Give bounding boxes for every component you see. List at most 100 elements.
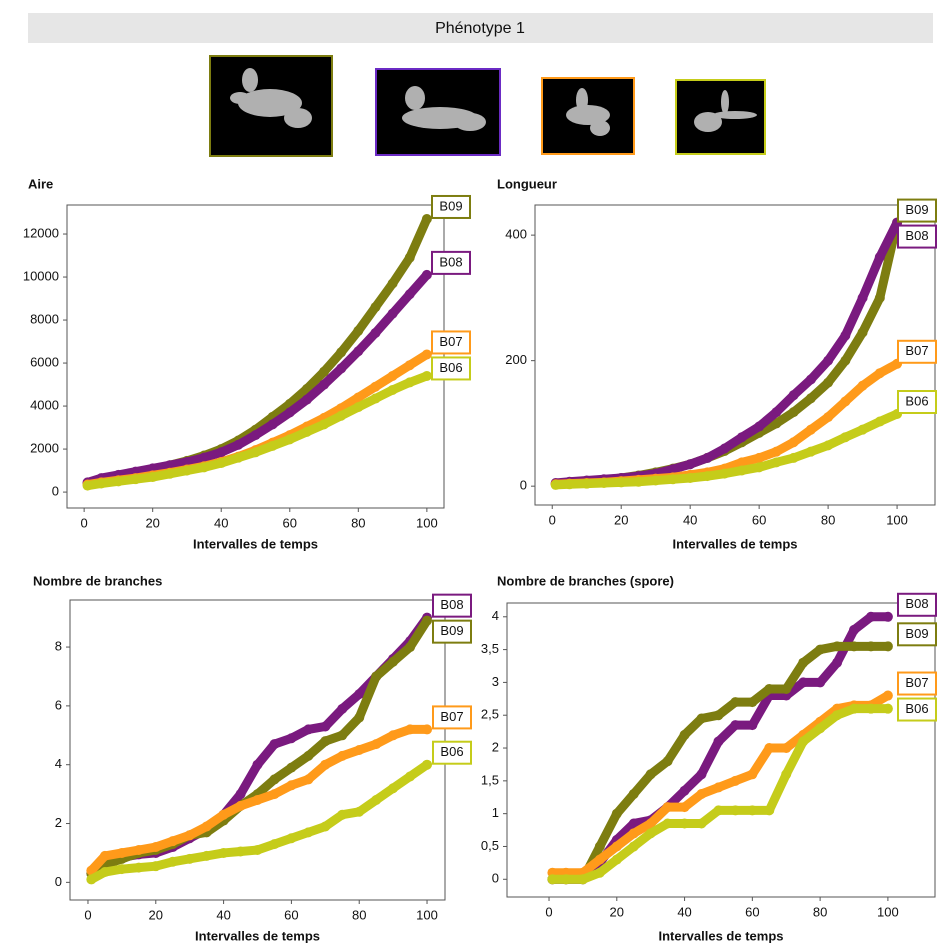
- data-point: [133, 845, 144, 855]
- data-point: [371, 795, 382, 805]
- data-point: [747, 720, 758, 731]
- data-point: [611, 808, 622, 819]
- data-point: [874, 368, 885, 379]
- x-tick-label: 100: [877, 904, 899, 919]
- y-tick-label: 0: [492, 871, 499, 886]
- series-label-box: [432, 740, 472, 765]
- data-point: [252, 795, 263, 805]
- series-label: B07: [440, 709, 463, 724]
- data-point: [336, 363, 347, 374]
- data-point: [832, 657, 843, 668]
- data-point: [150, 861, 161, 872]
- data-point: [421, 370, 432, 381]
- data-point: [320, 821, 331, 832]
- series-label-box: [431, 330, 471, 355]
- data-point: [422, 759, 433, 770]
- data-point: [116, 864, 127, 875]
- data-point: [233, 452, 244, 463]
- data-point: [815, 677, 826, 688]
- data-point: [269, 739, 280, 750]
- header-bar: [28, 13, 933, 43]
- data-point: [685, 473, 696, 484]
- data-point: [662, 802, 673, 813]
- x-axis-label: Intervalles de temps: [195, 928, 320, 943]
- x-tick-label: 20: [610, 904, 624, 919]
- data-point: [303, 750, 314, 761]
- data-point: [320, 759, 331, 770]
- cell-shape: [694, 90, 757, 132]
- x-tick-label: 40: [677, 904, 691, 919]
- data-point: [404, 360, 415, 371]
- y-tick-label: 1: [492, 805, 499, 820]
- data-point: [594, 854, 605, 865]
- series-label: B06: [439, 360, 462, 375]
- data-point: [823, 412, 834, 423]
- data-point: [771, 446, 782, 457]
- data-point: [320, 736, 331, 747]
- x-tick-label: 20: [149, 907, 163, 922]
- data-point: [805, 374, 816, 385]
- data-point: [781, 769, 792, 780]
- x-tick-label: 80: [821, 512, 835, 527]
- data-point: [865, 611, 876, 622]
- x-tick-label: 80: [813, 904, 827, 919]
- plot-frame: [534, 204, 936, 506]
- data-point: [645, 818, 656, 829]
- data-point: [301, 426, 312, 437]
- data-point: [832, 641, 843, 652]
- y-tick-label: 6: [55, 697, 62, 712]
- data-point: [581, 478, 592, 489]
- y-tick-label: 3: [492, 674, 499, 689]
- data-point: [286, 833, 297, 844]
- data-point: [269, 839, 280, 850]
- data-point: [747, 769, 758, 780]
- x-tick-label: 60: [745, 904, 759, 919]
- data-point: [611, 841, 622, 852]
- data-point: [840, 396, 851, 407]
- data-point: [764, 805, 775, 816]
- series-label: B07: [905, 675, 928, 690]
- data-point: [336, 410, 347, 421]
- data-point: [86, 874, 97, 885]
- data-point: [702, 471, 713, 482]
- data-point: [667, 464, 678, 475]
- data-point: [857, 327, 868, 338]
- data-point: [267, 440, 278, 451]
- x-tick-label: 100: [886, 512, 908, 527]
- series-label-box: [431, 250, 471, 275]
- data-point: [199, 462, 210, 473]
- data-point: [815, 723, 826, 734]
- data-point: [781, 743, 792, 754]
- data-point: [577, 874, 588, 885]
- plot-frame: [66, 204, 445, 509]
- data-point: [167, 856, 178, 867]
- series-label: B07: [439, 334, 462, 349]
- data-point: [857, 424, 868, 435]
- series-label: B09: [905, 202, 928, 217]
- series-label: B09: [439, 198, 462, 213]
- data-point: [301, 394, 312, 405]
- data-point: [82, 480, 93, 491]
- data-point: [320, 721, 331, 732]
- y-tick-label: 2: [492, 739, 499, 754]
- data-point: [594, 867, 605, 878]
- data-point: [233, 439, 244, 450]
- cell-shape: [566, 88, 610, 136]
- thumbnails: [209, 55, 766, 157]
- data-point: [547, 874, 558, 885]
- data-point: [771, 457, 782, 468]
- data-point: [184, 830, 195, 841]
- data-point: [849, 703, 860, 714]
- y-tick-label: 4: [55, 756, 62, 771]
- x-axis-label: Intervalles de temps: [193, 536, 318, 551]
- data-point: [550, 479, 561, 490]
- data-point: [337, 750, 348, 761]
- x-tick-label: 60: [752, 512, 766, 527]
- data-point: [303, 827, 314, 838]
- data-point: [405, 642, 416, 653]
- data-point: [303, 774, 314, 785]
- y-tick-label: 200: [505, 352, 527, 367]
- data-point: [882, 690, 893, 701]
- series-label-box: [432, 705, 472, 730]
